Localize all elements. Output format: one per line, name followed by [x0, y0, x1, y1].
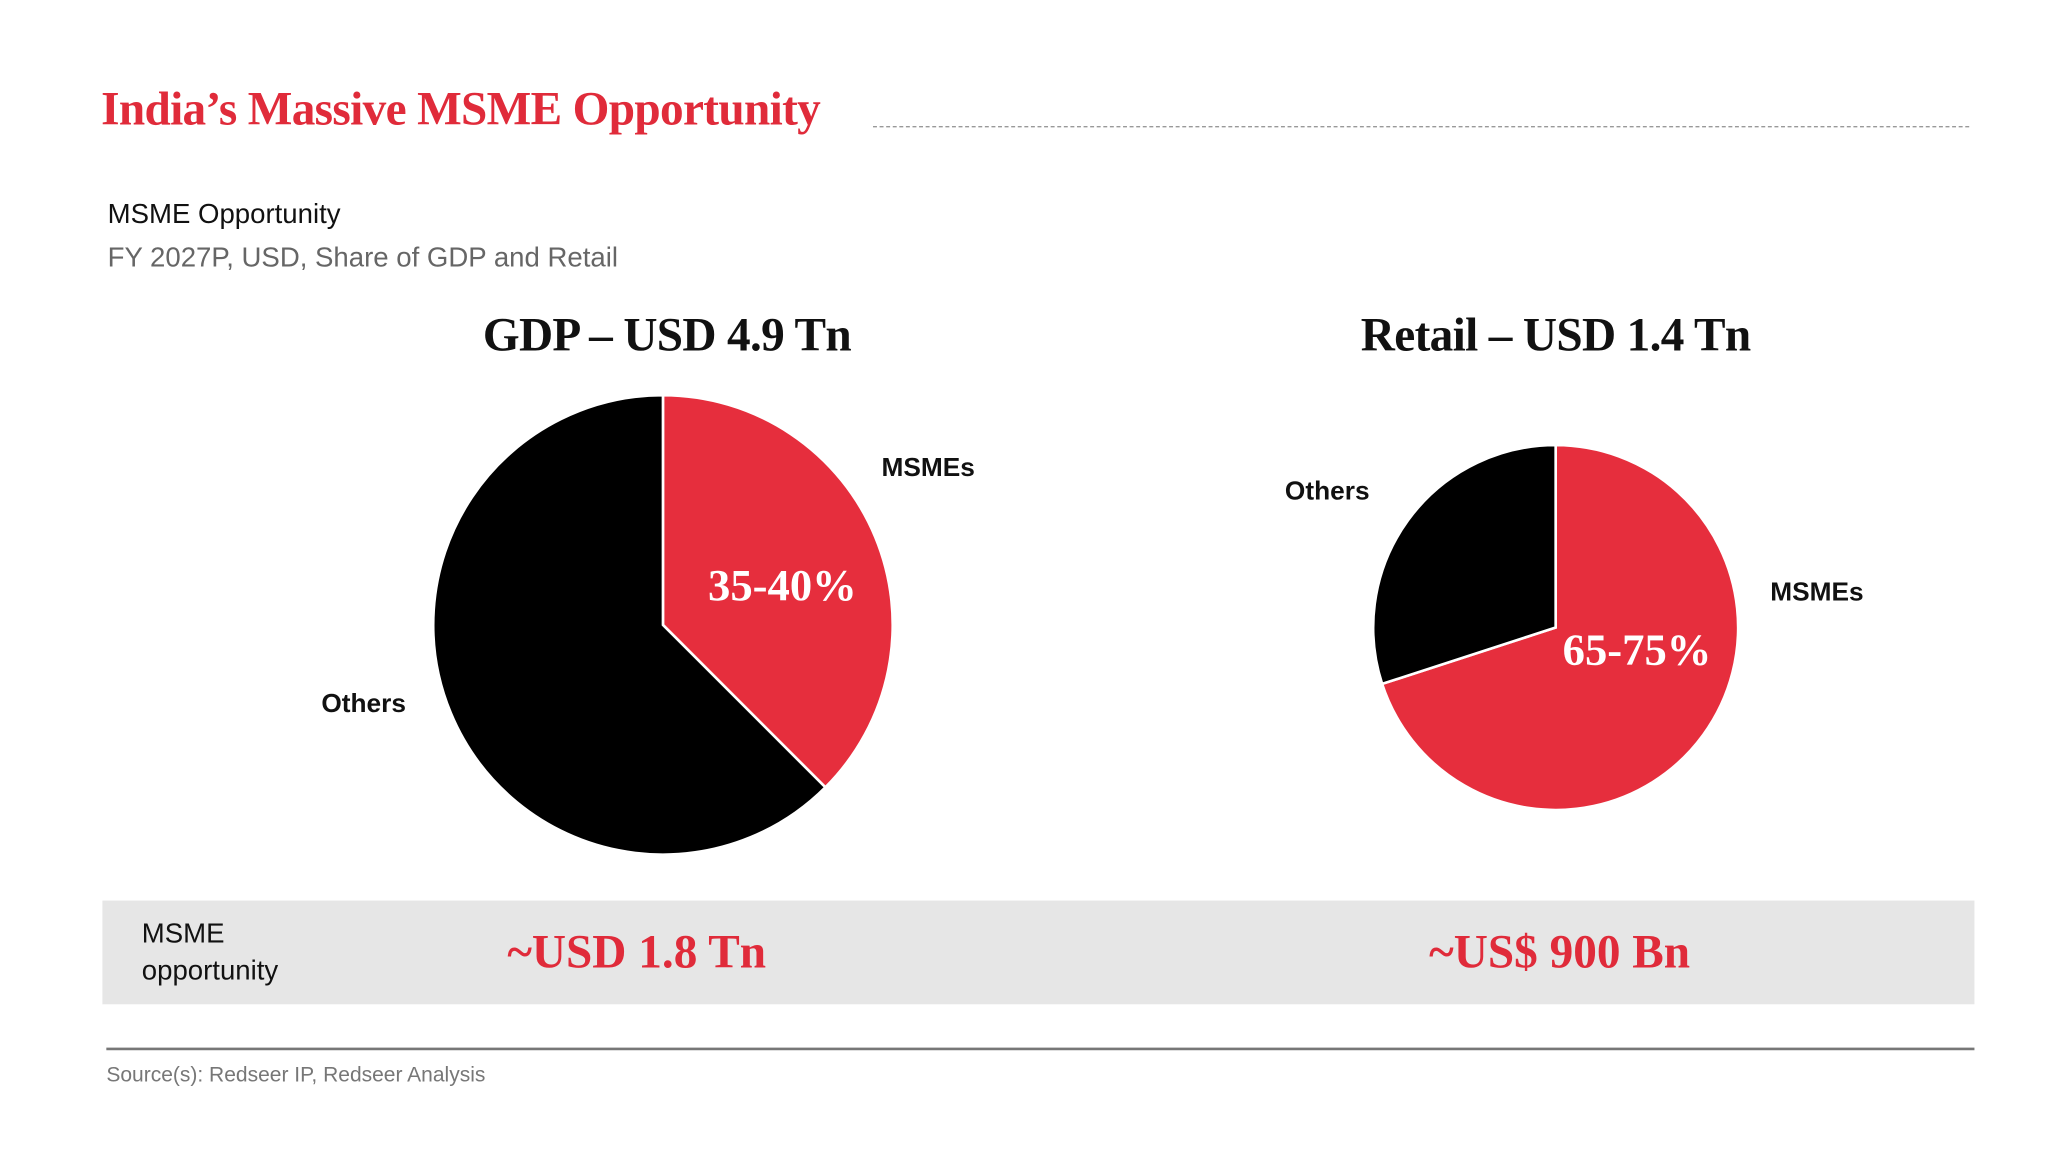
gdp-slice-others — [431, 393, 828, 856]
opportunity-label: MSME opportunity — [141, 918, 279, 986]
page-title: India’s Massive MSME Opportunity — [101, 82, 821, 136]
title-divider — [873, 126, 1970, 128]
chart-subtitle-details: FY 2027P, USD, Share of GDP and Retail — [107, 242, 618, 274]
gdp-opportunity-value: ~USD 1.8 Tn — [507, 925, 767, 979]
footer-divider — [106, 1047, 1975, 1051]
retail-msme-label: MSMEs — [1770, 578, 1864, 608]
retail-slice-msmes — [1380, 443, 1740, 812]
opportunity-band — [102, 900, 1975, 1005]
retail-slice-others — [1371, 443, 1557, 686]
chart-subtitle: MSME Opportunity — [107, 199, 341, 230]
retail-others-label: Others — [1284, 477, 1370, 507]
source-note: Source(s): Redseer IP, Redseer Analysis — [106, 1064, 486, 1087]
retail-pie-title: Retail – USD 1.4 Tn — [1360, 308, 1751, 362]
gdp-slice-msmes — [661, 393, 894, 790]
gdp-others-label: Others — [321, 689, 406, 719]
gdp-pie-title: GDP – USD 4.9 Tn — [482, 308, 852, 362]
gdp-msme-label: MSMEs — [881, 453, 975, 483]
retail-opportunity-value: ~US$ 900 Bn — [1429, 925, 1691, 979]
retail-msme-data-label: 65-75% — [1562, 626, 1712, 675]
gdp-msme-data-label: 35-40% — [708, 561, 857, 611]
